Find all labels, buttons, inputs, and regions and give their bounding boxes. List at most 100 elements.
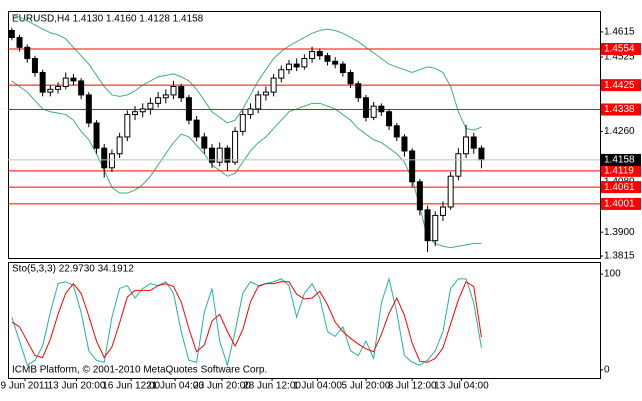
candle-body <box>232 130 239 163</box>
candle-body <box>301 58 308 68</box>
candle-body <box>332 60 339 65</box>
candle-body <box>8 29 15 38</box>
bollinger-band <box>11 80 482 249</box>
candle-body <box>47 88 54 93</box>
x-tick-label: 28 Jun 12:00 <box>243 381 301 392</box>
candle-body <box>116 136 123 155</box>
candle-body <box>185 97 192 121</box>
level-label-box <box>601 164 641 177</box>
x-tick-label: 13 Jul 04:00 <box>434 381 489 392</box>
candle-body <box>316 51 323 57</box>
candle-body <box>108 153 115 169</box>
x-tick-label: 13 Jun 20:00 <box>48 381 106 392</box>
candle-body <box>209 147 216 163</box>
candle-body <box>162 94 169 99</box>
candle-body <box>455 153 462 177</box>
candle-body <box>70 77 77 82</box>
candle-body <box>239 114 246 132</box>
chart-title: EURUSD,H4 1.4130 1.4160 1.4128 1.4158 <box>12 14 204 25</box>
candle-body <box>401 136 408 152</box>
y-tick-label: 1.4615 <box>604 27 635 38</box>
candle-body <box>24 46 31 60</box>
level-label-box <box>601 79 641 92</box>
candle-body <box>124 114 131 138</box>
candle-body <box>255 94 262 110</box>
candle-body <box>278 69 285 79</box>
candle-body <box>132 111 139 116</box>
bollinger-band <box>11 14 482 131</box>
candle-body <box>424 209 431 242</box>
candle-body <box>293 63 300 68</box>
x-tick-label: 5 Jul 20:00 <box>342 381 391 392</box>
last-price-box <box>601 153 641 166</box>
level-label-box <box>601 103 641 116</box>
last-price-label: 1.4158 <box>604 155 635 166</box>
candle-body <box>55 86 62 90</box>
level-label-box <box>601 42 641 55</box>
level-label: 1.4425 <box>604 80 635 91</box>
candle-body <box>216 147 223 163</box>
indicator-title: Sto(5,3,3) 22.9730 34.1912 <box>12 264 134 275</box>
candle-body <box>224 147 231 163</box>
candle-body <box>201 136 208 149</box>
candle-body <box>39 72 46 93</box>
copyright: ICMB Platform, © 2001-2010 MetaQuotes So… <box>12 365 267 376</box>
candle-body <box>439 206 446 216</box>
level-label: 1.4001 <box>604 199 635 210</box>
candle-body <box>247 108 254 116</box>
candle-body <box>285 63 292 71</box>
candle-body <box>93 122 100 149</box>
candle-body <box>386 111 393 127</box>
x-tick-label: 9 Jun 2011 <box>1 381 50 392</box>
candle-body <box>355 83 362 99</box>
candle-body <box>378 105 385 113</box>
candle-body <box>447 175 454 208</box>
candle-body <box>416 181 423 211</box>
candle-body <box>193 119 200 138</box>
candle-body <box>347 72 354 85</box>
candle-body <box>393 125 400 138</box>
y-tick-label: 100 <box>604 269 621 280</box>
level-label-box <box>601 197 641 210</box>
candle-body <box>478 147 485 161</box>
candle-body <box>62 77 69 88</box>
y-tick-label: 1.4260 <box>604 126 635 137</box>
candle-body <box>31 58 38 74</box>
candle-body <box>101 147 108 169</box>
price-frame <box>8 11 601 259</box>
candle-body <box>362 97 369 118</box>
y-tick-label: 1.3815 <box>604 251 635 262</box>
candle-body <box>139 108 146 113</box>
level-label-box <box>601 181 641 194</box>
stoch-frame <box>8 262 601 379</box>
y-tick-label: 0 <box>604 365 610 376</box>
candle-body <box>463 136 470 155</box>
candle-body <box>262 91 269 96</box>
candle-body <box>155 97 162 104</box>
y-tick-label: 1.4525 <box>604 52 635 63</box>
candle-body <box>432 214 439 242</box>
level-label: 1.4554 <box>604 44 635 55</box>
candle-body <box>409 150 416 183</box>
candle-body <box>324 55 331 62</box>
x-tick-label: 1 Jul 04:00 <box>293 381 342 392</box>
y-tick-label: 1.3900 <box>604 227 635 238</box>
candle-body <box>309 51 316 60</box>
candle-body <box>78 80 85 96</box>
x-tick-label: 16 Jun 12:00 <box>102 381 160 392</box>
level-label: 1.4061 <box>604 182 635 193</box>
candle-body <box>147 102 154 110</box>
level-label: 1.4119 <box>604 166 634 177</box>
stochastic-line <box>11 276 482 368</box>
candle-body <box>16 36 23 48</box>
x-tick-label: 8 Jul 12:00 <box>388 381 437 392</box>
candle-body <box>339 63 346 74</box>
candle-body <box>270 77 277 93</box>
candle-body <box>85 94 92 124</box>
x-tick-label: 21 Jun 04:00 <box>146 381 204 392</box>
x-tick-label: 23 Jun 20:00 <box>193 381 251 392</box>
candle-body <box>170 86 177 96</box>
